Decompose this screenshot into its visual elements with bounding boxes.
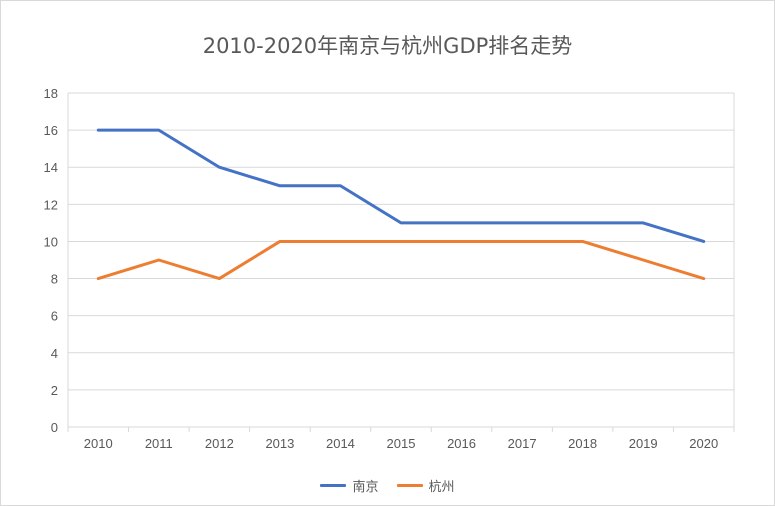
- legend-swatch-hangzhou: [396, 484, 423, 487]
- chart-title: 2010-2020年南京与杭州GDP排名走势: [202, 34, 573, 58]
- x-tick-label: 2011: [145, 436, 173, 451]
- x-tick-label: 2014: [326, 436, 355, 451]
- y-tick-label: 16: [44, 123, 58, 138]
- x-axis-ticks: 2010 2011 2012 2013 2014 2015 2016 2017 2018 2019…: [67, 427, 735, 451]
- gridlines: [67, 92, 735, 428]
- x-tick-label: 2015: [387, 436, 416, 451]
- x-tick-label: 2016: [447, 436, 476, 451]
- legend-swatch-nanjing: [320, 484, 347, 487]
- y-tick-label: 0: [51, 420, 58, 435]
- legend-label-nanjing: 南京: [352, 480, 379, 495]
- x-tick-label: 2020: [689, 436, 718, 451]
- legend-item-nanjing: 南京: [320, 476, 379, 495]
- y-tick-label: 18: [44, 86, 58, 101]
- series-lines: [96, 128, 706, 281]
- y-tick-label: 14: [44, 160, 58, 175]
- y-tick-label: 12: [44, 197, 58, 212]
- y-tick-label: 6: [51, 309, 58, 324]
- y-tick-label: 4: [51, 346, 58, 361]
- y-tick-label: 10: [44, 234, 58, 249]
- series-line-nanjing: [96, 128, 706, 243]
- x-tick-label: 2012: [205, 436, 234, 451]
- y-tick-label: 2: [51, 383, 58, 398]
- series-line-hangzhou: [96, 239, 706, 281]
- x-tick-label: 2018: [568, 436, 597, 451]
- x-tick-label: 2010: [84, 436, 113, 451]
- y-axis-ticks: 0 2 4 6 8 10 12 14 16 18: [44, 86, 58, 435]
- legend: 南京 杭州: [0, 476, 775, 495]
- legend-label-hangzhou: 杭州: [428, 480, 455, 495]
- x-tick-label: 2017: [508, 436, 537, 451]
- legend-item-hangzhou: 杭州: [396, 476, 455, 495]
- x-tick-label: 2013: [265, 436, 294, 451]
- y-tick-label: 8: [51, 272, 58, 287]
- x-tick-label: 2019: [629, 436, 658, 451]
